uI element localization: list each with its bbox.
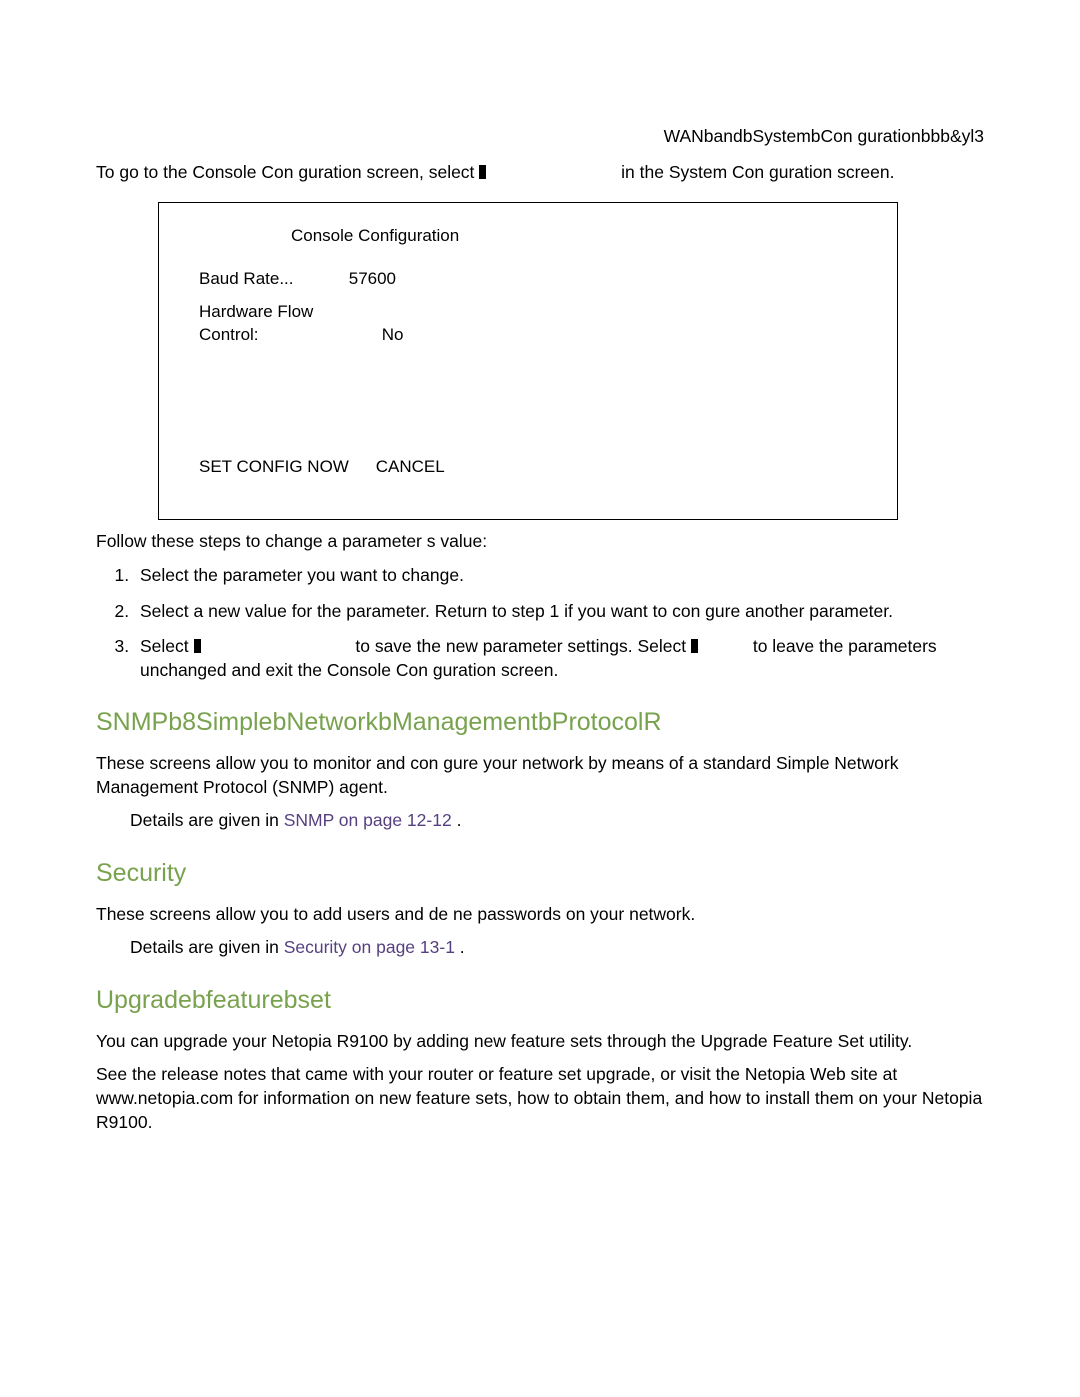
upgrade-body1: You can upgrade your Netopia R9100 by ad…: [96, 1030, 984, 1054]
console-buttons: SET CONFIG NOW CANCEL: [199, 456, 445, 479]
baud-rate-value: 57600: [349, 269, 396, 288]
snmp-details-post: .: [452, 810, 462, 830]
steps-list: Select the parameter you want to change.…: [134, 564, 984, 683]
step3-part-a: Select: [140, 636, 194, 656]
step-1: Select the parameter you want to change.: [134, 564, 984, 588]
upgrade-heading: Upgradebfeaturebset: [96, 984, 984, 1018]
security-details: Details are given in Security on page 13…: [130, 936, 984, 960]
intro-paragraph: To go to the Console Con guration screen…: [96, 161, 984, 185]
hw-flow-label: Hardware Flow Control:: [199, 301, 377, 347]
console-title: Console Configuration: [291, 225, 857, 248]
intro-part1: To go to the Console Con guration screen…: [96, 162, 479, 182]
redact-box-icon: [194, 639, 201, 653]
redact-box-icon: [691, 639, 698, 653]
baud-rate-label: Baud Rate...: [199, 268, 344, 291]
upgrade-body2: See the release notes that came with you…: [96, 1063, 984, 1134]
security-details-post: .: [455, 937, 465, 957]
step-2: Select a new value for the parameter. Re…: [134, 600, 984, 624]
security-link[interactable]: Security on page 13-1: [284, 937, 455, 957]
hw-flow-value: No: [382, 325, 404, 344]
snmp-heading: SNMPb8SimplebNetworkbManagementbProtocol…: [96, 706, 984, 740]
security-heading: Security: [96, 857, 984, 891]
snmp-body: These screens allow you to monitor and c…: [96, 752, 984, 799]
snmp-details-pre: Details are given in: [130, 810, 284, 830]
step-3: Select to save the new parameter setting…: [134, 635, 984, 682]
snmp-link[interactable]: SNMP on page 12-12: [284, 810, 452, 830]
set-config-now-button[interactable]: SET CONFIG NOW: [199, 456, 371, 479]
console-row-baud: Baud Rate... 57600: [199, 268, 857, 291]
redact-box-icon: [479, 165, 486, 179]
step3-part-b: to save the new parameter settings. Sele…: [351, 636, 691, 656]
follow-steps-intro: Follow these steps to change a parameter…: [96, 530, 984, 554]
cancel-button[interactable]: CANCEL: [376, 457, 445, 476]
page-header-right: WANbandbSystembCon gurationbbb&yl3: [96, 125, 984, 149]
security-details-pre: Details are given in: [130, 937, 284, 957]
snmp-details: Details are given in SNMP on page 12-12 …: [130, 809, 984, 833]
console-row-hwflow: Hardware Flow Control: No: [199, 301, 857, 347]
console-config-window: Console Configuration Baud Rate... 57600…: [158, 202, 898, 520]
security-body: These screens allow you to add users and…: [96, 903, 984, 927]
intro-part2: in the System Con guration screen.: [616, 162, 894, 182]
